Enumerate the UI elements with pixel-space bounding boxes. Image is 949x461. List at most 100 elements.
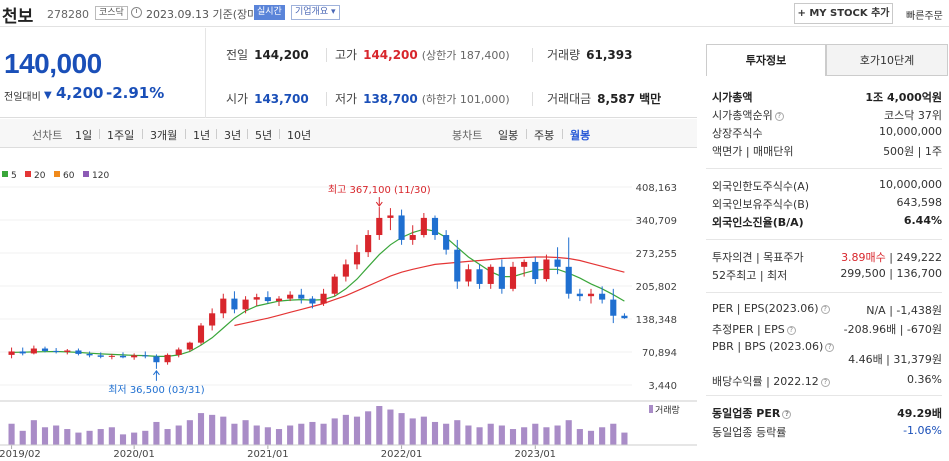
- volume-bar: [576, 429, 583, 445]
- volume-bar: [353, 416, 361, 445]
- candle-body: [387, 215, 394, 218]
- candle-body: [353, 252, 361, 265]
- realtime-button[interactable]: 실시간: [254, 5, 285, 20]
- volume-bar: [19, 430, 26, 445]
- tab-1d[interactable]: 1일: [75, 129, 93, 142]
- tab-1w[interactable]: 1주일: [98, 129, 135, 142]
- tab-daily[interactable]: 일봉: [498, 129, 519, 142]
- opinion-row: 투자의견 | 목표주가 3.89매수 | 249,222: [706, 247, 942, 264]
- help-icon[interactable]: ?: [774, 112, 784, 121]
- volume-bar: [365, 411, 372, 445]
- legend-swatch-60: [54, 171, 60, 177]
- volume-bar: [53, 425, 60, 445]
- tab-3m[interactable]: 3개월: [141, 129, 178, 142]
- tab-invest-info[interactable]: 투자정보: [706, 44, 826, 76]
- prev-close-value: 144,200: [254, 48, 309, 62]
- candle-body: [521, 261, 528, 267]
- volume-bar: [554, 425, 561, 445]
- candle-body: [108, 355, 115, 357]
- candle-body: [231, 298, 238, 310]
- tab-weekly[interactable]: 주봉: [525, 129, 555, 142]
- volume-bar: [565, 420, 572, 445]
- legend-swatch-5: [2, 171, 8, 177]
- candle-body: [41, 348, 49, 351]
- mcap-label: 시가총액: [712, 91, 753, 104]
- volume-bar: [532, 423, 539, 445]
- per-value: N/A | -1,438원: [866, 304, 942, 317]
- divider: [326, 48, 327, 62]
- tab-1y[interactable]: 1년: [184, 129, 211, 142]
- open-value: 143,700: [254, 92, 309, 106]
- corp-info-button[interactable]: 기업개요 ▾: [291, 5, 340, 20]
- volume-bar: [220, 416, 227, 445]
- w52-label: 52주최고 | 최저: [712, 269, 788, 282]
- info-tabs: 투자정보 호가10단계: [706, 44, 948, 76]
- legend-label-5: 5: [11, 171, 17, 181]
- open-metric: 시가 143,700: [226, 90, 309, 107]
- x-tick-label: 2021/01: [247, 449, 289, 460]
- chart-svg[interactable]: 5 20 60 120 408,163 340,709 273,255 205,802 138,…: [0, 149, 697, 461]
- price-summary: 140,000 전일대비 ▼ 4,200 -2.91% 전일 144,200 고가…: [0, 28, 697, 118]
- candle-body: [443, 235, 450, 250]
- tab-10y[interactable]: 10년: [278, 129, 312, 142]
- volume-bar: [398, 413, 405, 445]
- candle-body: [376, 217, 383, 236]
- candle-body: [142, 355, 149, 357]
- x-tick-label: 2019/02: [0, 449, 41, 460]
- divider: [706, 292, 942, 293]
- stock-header: 천보 278280 코스닥 2023.09.13 기준(장마감) 실시간 기업개…: [0, 0, 949, 27]
- tab-orderbook[interactable]: 호가10단계: [826, 44, 948, 76]
- target-value: | 249,222: [889, 251, 942, 264]
- divider: [706, 395, 942, 396]
- candle-body: [342, 264, 349, 277]
- change-percent: -2.91%: [106, 84, 165, 102]
- volume-bar: [175, 425, 182, 445]
- pbr-value: 4.46배 | 31,379원: [848, 353, 942, 366]
- price-chart[interactable]: 5 20 60 120 408,163 340,709 273,255 205,802 138,…: [0, 149, 697, 461]
- volume-bar: [465, 425, 472, 445]
- corp-info-label: 기업개요: [295, 7, 329, 17]
- volume-bar: [621, 432, 628, 445]
- tab-monthly[interactable]: 월봉: [561, 129, 591, 142]
- line-chart-label: 선차트: [32, 129, 63, 142]
- opinion-wrap: 3.89매수 | 249,222: [841, 249, 942, 265]
- volume-bar: [75, 432, 82, 445]
- volume-bar: [64, 429, 71, 445]
- help-icon[interactable]: ?: [786, 326, 796, 335]
- help-icon[interactable]: ?: [820, 378, 830, 387]
- volume-bar: [86, 430, 93, 445]
- volume-bar: [431, 421, 439, 445]
- volume-bar: [275, 429, 283, 445]
- down-arrow-icon: ▼: [44, 90, 52, 101]
- candle-body: [409, 235, 416, 240]
- candle-body: [621, 315, 628, 319]
- sector-per-label: 동일업종 PER: [712, 407, 781, 420]
- divider: [326, 92, 327, 106]
- chevron-down-icon: ▾: [331, 7, 336, 17]
- candle-body: [275, 298, 283, 302]
- dividend-value: 0.36%: [907, 373, 942, 386]
- candle-body: [532, 261, 539, 280]
- market-badge: 코스닥: [95, 6, 128, 20]
- tab-5y[interactable]: 5년: [246, 129, 273, 142]
- volume-bar: [287, 425, 294, 445]
- tab-3y[interactable]: 3년: [215, 129, 242, 142]
- high-value: 144,200: [363, 48, 418, 62]
- volume-bar: [108, 427, 115, 445]
- sector-chg-value: -1.06%: [903, 424, 942, 437]
- help-icon[interactable]: ?: [782, 410, 792, 419]
- quick-order-link[interactable]: 빠른주문: [906, 11, 943, 22]
- high-label: 최고 367,100 (11/30): [328, 184, 431, 196]
- legend-label-60: 60: [63, 171, 75, 181]
- est-per-row: 추정PER | EPS? -208.96배 | -670원: [706, 319, 942, 336]
- help-icon[interactable]: ?: [820, 305, 830, 314]
- add-mystock-button[interactable]: + MY STOCK 추가: [794, 3, 893, 24]
- mcap-rank-label: 시가총액순위: [712, 109, 773, 122]
- invest-info-panel: 투자정보 호가10단계 시가총액 1조 4,000억원 시가총액순위? 코스닥 …: [706, 44, 949, 461]
- help-icon[interactable]: ?: [825, 343, 835, 352]
- volume-bar: [476, 427, 483, 445]
- volume-bar: [186, 420, 193, 445]
- candle-body: [19, 351, 26, 354]
- x-tick-label: 2022/01: [381, 449, 423, 460]
- clock-icon: [131, 7, 142, 18]
